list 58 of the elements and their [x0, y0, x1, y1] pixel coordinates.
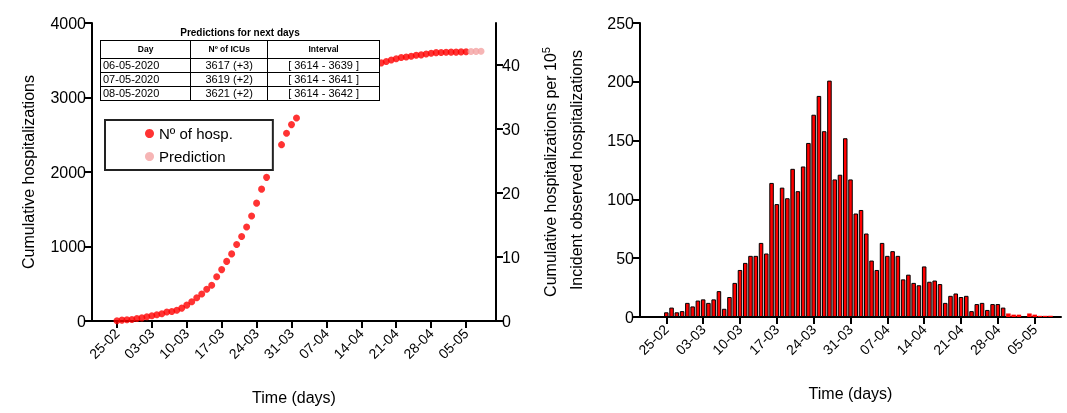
point: [198, 290, 206, 298]
y2-tick-label: 30: [502, 120, 520, 138]
point: [203, 285, 211, 293]
point: [183, 301, 191, 309]
y2-tick-label: 40: [502, 56, 520, 74]
point: [288, 121, 296, 129]
annotation: Interval: [267, 40, 380, 59]
point: [248, 212, 256, 220]
y-tick-label: 3000: [50, 89, 87, 106]
annotation: 3617 (+3): [190, 58, 268, 73]
y-tick-label: 150: [607, 132, 635, 150]
y-tick-label: 4000: [50, 14, 87, 32]
annotation: 3619 (+2): [190, 72, 268, 87]
point: [218, 266, 226, 274]
annotation: Nº of ICUs: [190, 40, 268, 59]
point: [238, 233, 246, 241]
y2-axis-title: Cumulative hospitalizations per 105: [539, 47, 559, 297]
annotation: Predictions for next days: [179, 27, 301, 38]
annotation: 06-05-2020: [100, 58, 191, 73]
point: [193, 294, 201, 302]
y-tick-label: 250: [607, 14, 635, 32]
annotation: 08-05-2020: [100, 86, 191, 101]
point: [253, 199, 261, 207]
annotation: [ 3614 - 3642 ]: [267, 86, 380, 101]
point: [243, 223, 251, 231]
point: [283, 129, 291, 137]
annotation: Day: [100, 40, 191, 59]
point: [208, 281, 216, 289]
y2-tick-label: 20: [502, 184, 520, 202]
annotation: 3621 (+2): [190, 86, 268, 101]
point: [293, 114, 300, 122]
legend-label: Prediction: [159, 148, 226, 165]
annotation: [ 3614 - 3641 ]: [267, 72, 380, 87]
y-tick-label: 50: [616, 249, 635, 267]
x-axis-title: Time (days): [252, 388, 336, 406]
point: [263, 173, 271, 181]
y-tick-label: 100: [607, 190, 635, 208]
annotation: 07-05-2020: [100, 72, 191, 87]
point: [188, 298, 196, 306]
y-tick-label: 1000: [50, 238, 87, 255]
y-axis-title: Incident observed hospitalizations: [567, 49, 585, 291]
point: [223, 257, 231, 265]
annotation: [ 3614 - 3639 ]: [267, 58, 380, 73]
legend-label: Nº of hosp.: [159, 125, 233, 142]
y-axis-title: Cumulative hospitalizations: [19, 75, 37, 269]
point: [258, 185, 266, 193]
y2-tick-label: 10: [502, 248, 520, 266]
y-tick-label: 200: [607, 73, 635, 91]
point: [233, 240, 241, 248]
point: [477, 47, 485, 55]
x-axis-title: Time (days): [808, 384, 893, 402]
y-tick-label: 0: [77, 312, 87, 330]
point: [228, 250, 236, 258]
y2-tick-label: 0: [502, 312, 511, 330]
point: [278, 141, 286, 149]
y-tick-label: 0: [625, 308, 635, 326]
point: [213, 273, 221, 281]
y-tick-label: 2000: [50, 163, 87, 181]
